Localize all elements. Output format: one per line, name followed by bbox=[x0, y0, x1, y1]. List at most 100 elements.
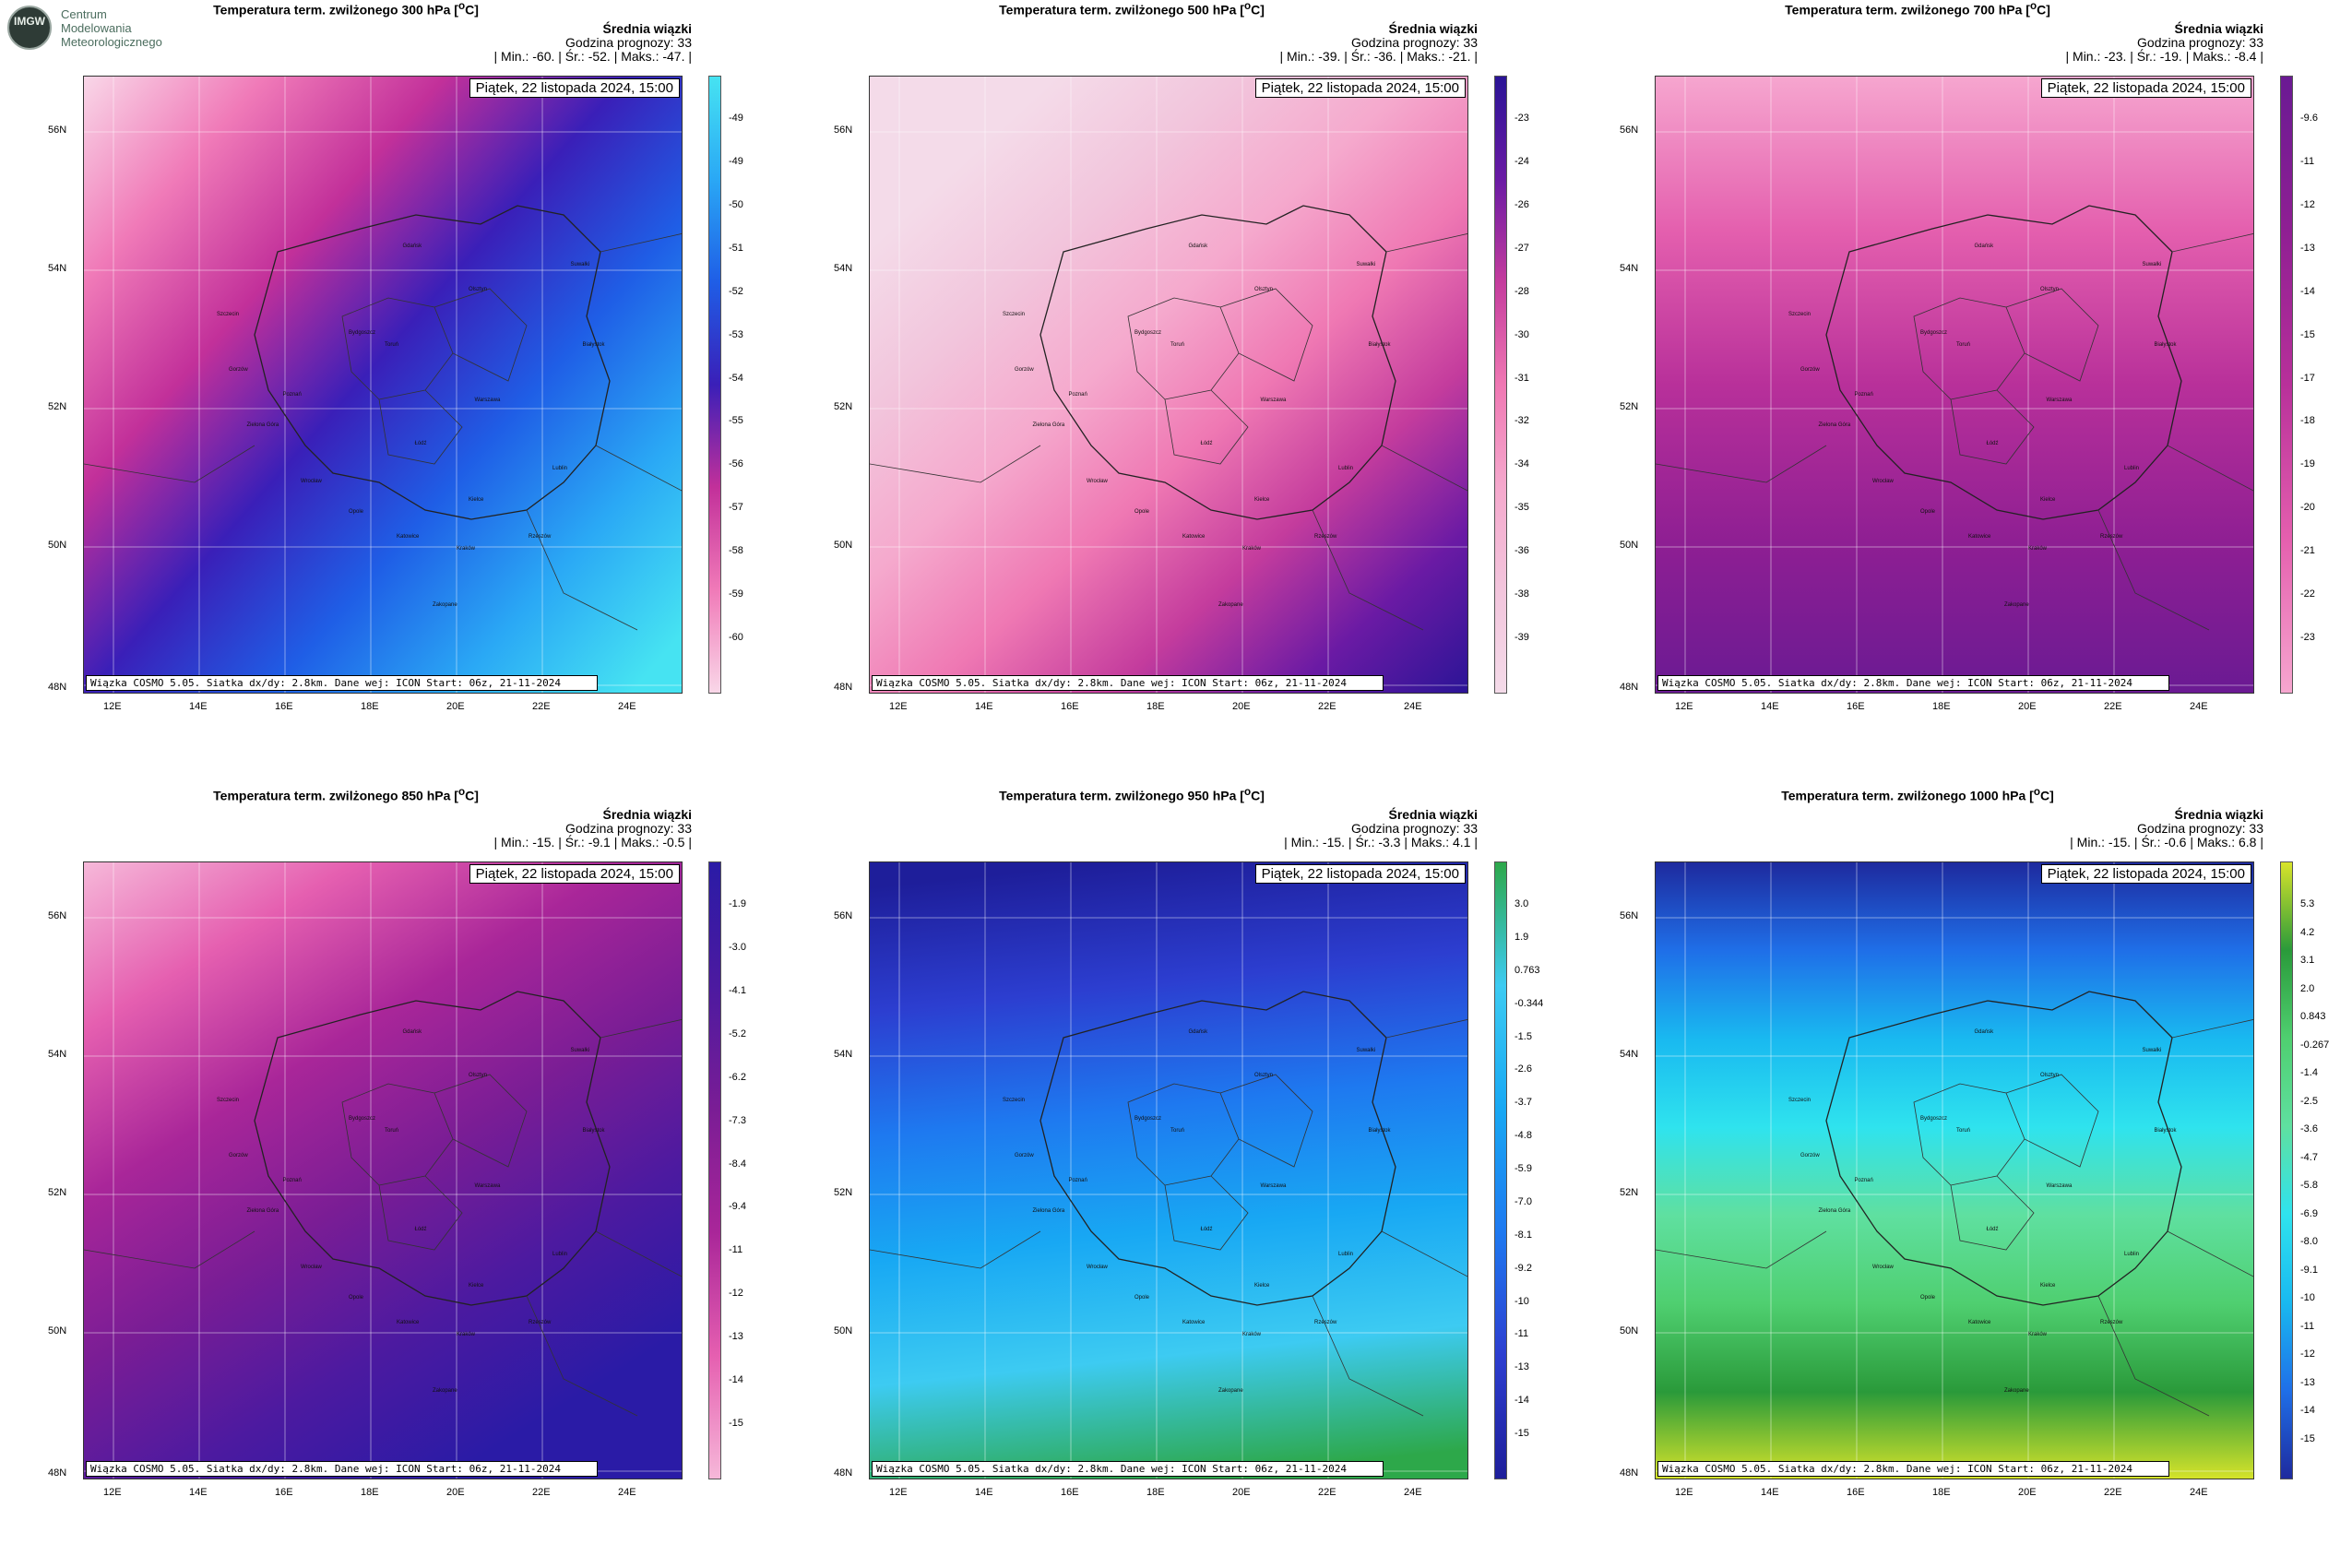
map-area: Piątek, 22 listopada 2024, 15:00 Wiązka … bbox=[83, 76, 683, 694]
colorbar-label: -10 bbox=[2300, 1292, 2315, 1303]
city-label: Szczecin bbox=[217, 1097, 240, 1103]
colorbar-label: -23 bbox=[2300, 632, 2315, 644]
info-header: Średnia wiązki bbox=[2174, 21, 2263, 36]
model-footer: Wiązka COSMO 5.05. Siatka dx/dy: 2.8km. … bbox=[86, 675, 598, 691]
colorbar-label: -13 bbox=[729, 1331, 743, 1343]
map-area: Piątek, 22 listopada 2024, 15:00 Wiązka … bbox=[869, 76, 1468, 694]
colorbar-label: -5.2 bbox=[729, 1028, 746, 1039]
colorbar-label: -18 bbox=[2300, 415, 2315, 427]
colorbar-label: -17 bbox=[2300, 372, 2315, 384]
city-label: Zielona Góra bbox=[1818, 422, 1851, 429]
colorbar-label: 5.3 bbox=[2300, 898, 2315, 909]
colorbar bbox=[1494, 76, 1507, 694]
city-label: Katowice bbox=[1968, 1319, 1991, 1325]
temperature-field bbox=[870, 77, 1467, 693]
forecast-date: Piątek, 22 listopada 2024, 15:00 bbox=[1254, 864, 1466, 884]
city-label: Rzeszów bbox=[1314, 1319, 1337, 1325]
colorbar-label: -49 bbox=[729, 113, 743, 124]
colorbar-label: -11 bbox=[2300, 155, 2315, 167]
city-label: Warszawa bbox=[1260, 398, 1287, 404]
lon-tick: 14E bbox=[1761, 1487, 1779, 1498]
lon-tick: 24E bbox=[2190, 1487, 2208, 1498]
colorbar-label: 3.1 bbox=[2300, 955, 2315, 966]
info-header: Średnia wiązki bbox=[1388, 21, 1478, 36]
lat-tick: 48N bbox=[1620, 682, 1639, 693]
forecast-date: Piątek, 22 listopada 2024, 15:00 bbox=[469, 864, 680, 884]
city-label: Gdańsk bbox=[1974, 1028, 1994, 1035]
city-label: Opole bbox=[1920, 509, 1936, 515]
colorbar-label: -6.9 bbox=[2300, 1207, 2318, 1219]
city-label: Lublin bbox=[1338, 466, 1354, 472]
lon-tick: 24E bbox=[618, 701, 636, 712]
colorbar-label: -14 bbox=[2300, 285, 2315, 297]
city-label: Katowice bbox=[397, 533, 420, 540]
colorbar-label: -19 bbox=[2300, 458, 2315, 470]
city-label: Szczecin bbox=[1788, 311, 1812, 317]
colorbar-label: -12 bbox=[2300, 198, 2315, 210]
lat-tick: 48N bbox=[834, 1467, 853, 1479]
map-field bbox=[870, 862, 1467, 1479]
city-label: Kielce bbox=[469, 1282, 484, 1289]
city-label: Warszawa bbox=[474, 1183, 501, 1190]
panel-info: Średnia wiązki Godzina prognozy: 33 | Mi… bbox=[2066, 22, 2264, 64]
lon-tick: 20E bbox=[2018, 1487, 2037, 1498]
map-field bbox=[84, 77, 682, 693]
city-label: Toruń bbox=[385, 342, 399, 349]
map-area: Piątek, 22 listopada 2024, 15:00 Wiązka … bbox=[869, 861, 1468, 1479]
city-label: Zielona Góra bbox=[1032, 422, 1065, 429]
colorbar-label: -15 bbox=[729, 1418, 743, 1430]
temperature-field bbox=[1656, 862, 2253, 1479]
city-label: Olsztyn bbox=[469, 1072, 488, 1078]
panel-info: Średnia wiązki Godzina prognozy: 33 | Mi… bbox=[2070, 808, 2263, 849]
map-area: Piątek, 22 listopada 2024, 15:00 Wiązka … bbox=[1655, 861, 2254, 1479]
lat-tick: 48N bbox=[48, 682, 67, 693]
city-label: Lublin bbox=[552, 466, 568, 472]
colorbar-label: -32 bbox=[1515, 415, 1529, 427]
colorbar-label: -30 bbox=[1515, 328, 1529, 340]
lon-tick: 14E bbox=[1761, 701, 1779, 712]
lat-tick: 54N bbox=[834, 263, 853, 274]
colorbar-label: -12 bbox=[729, 1288, 743, 1300]
info-header: Średnia wiązki bbox=[602, 21, 692, 36]
colorbar-label: -9.4 bbox=[729, 1201, 746, 1213]
lon-tick: 18E bbox=[1932, 1487, 1951, 1498]
imgw-logo: IMGW Centrum Modelowania Meteorologiczne… bbox=[7, 6, 192, 53]
city-label: Opole bbox=[1920, 1295, 1936, 1301]
city-label: Zakopane bbox=[433, 1387, 457, 1394]
lon-tick: 14E bbox=[975, 701, 993, 712]
stats-line: | Min.: -15. | Śr.: -3.3 | Maks.: 4.1 | bbox=[1284, 835, 1478, 849]
colorbar bbox=[2280, 861, 2293, 1479]
city-label: Katowice bbox=[1182, 533, 1206, 540]
colorbar-label: -5.9 bbox=[1515, 1163, 1532, 1175]
colorbar-label: -57 bbox=[729, 502, 743, 514]
colorbar-label: -3.0 bbox=[729, 941, 746, 953]
colorbar-label: -20 bbox=[2300, 502, 2315, 514]
city-label: Warszawa bbox=[1260, 1183, 1287, 1190]
logo-line-1: Centrum bbox=[61, 7, 107, 21]
lat-tick: 50N bbox=[1620, 540, 1639, 551]
colorbar-label: -50 bbox=[729, 198, 743, 210]
city-label: Szczecin bbox=[1003, 311, 1026, 317]
city-label: Wrocław bbox=[301, 1264, 322, 1270]
colorbar-label: -8.1 bbox=[1515, 1229, 1532, 1241]
city-label: Rzeszów bbox=[529, 1319, 552, 1325]
colorbar-label: -5.8 bbox=[2300, 1180, 2318, 1191]
lon-tick: 18E bbox=[361, 1487, 379, 1498]
colorbar-label: -8.4 bbox=[729, 1158, 746, 1170]
colorbar-label: -9.2 bbox=[1515, 1262, 1532, 1274]
stats-line: | Min.: -23. | Śr.: -19. | Maks.: -8.4 | bbox=[2065, 49, 2264, 64]
panel-info: Średnia wiązki Godzina prognozy: 33 | Mi… bbox=[494, 808, 693, 849]
city-label: Gorzów bbox=[229, 366, 248, 373]
colorbar-label: -4.8 bbox=[1515, 1130, 1532, 1142]
city-label: Poznań bbox=[1854, 391, 1873, 398]
lat-tick: 52N bbox=[1620, 401, 1639, 412]
city-label: Łódź bbox=[1200, 1227, 1213, 1233]
colorbar-label: -3.7 bbox=[1515, 1097, 1532, 1109]
colorbar-label: 3.0 bbox=[1515, 898, 1529, 909]
city-label: Łódź bbox=[1986, 1227, 1999, 1233]
city-label: Opole bbox=[1134, 1295, 1150, 1301]
forecast-hour: Godzina prognozy: 33 bbox=[1351, 35, 1478, 50]
model-footer: Wiązka COSMO 5.05. Siatka dx/dy: 2.8km. … bbox=[1657, 1461, 2169, 1477]
city-label: Zielona Góra bbox=[246, 422, 279, 429]
city-label: Suwałki bbox=[570, 1048, 590, 1053]
